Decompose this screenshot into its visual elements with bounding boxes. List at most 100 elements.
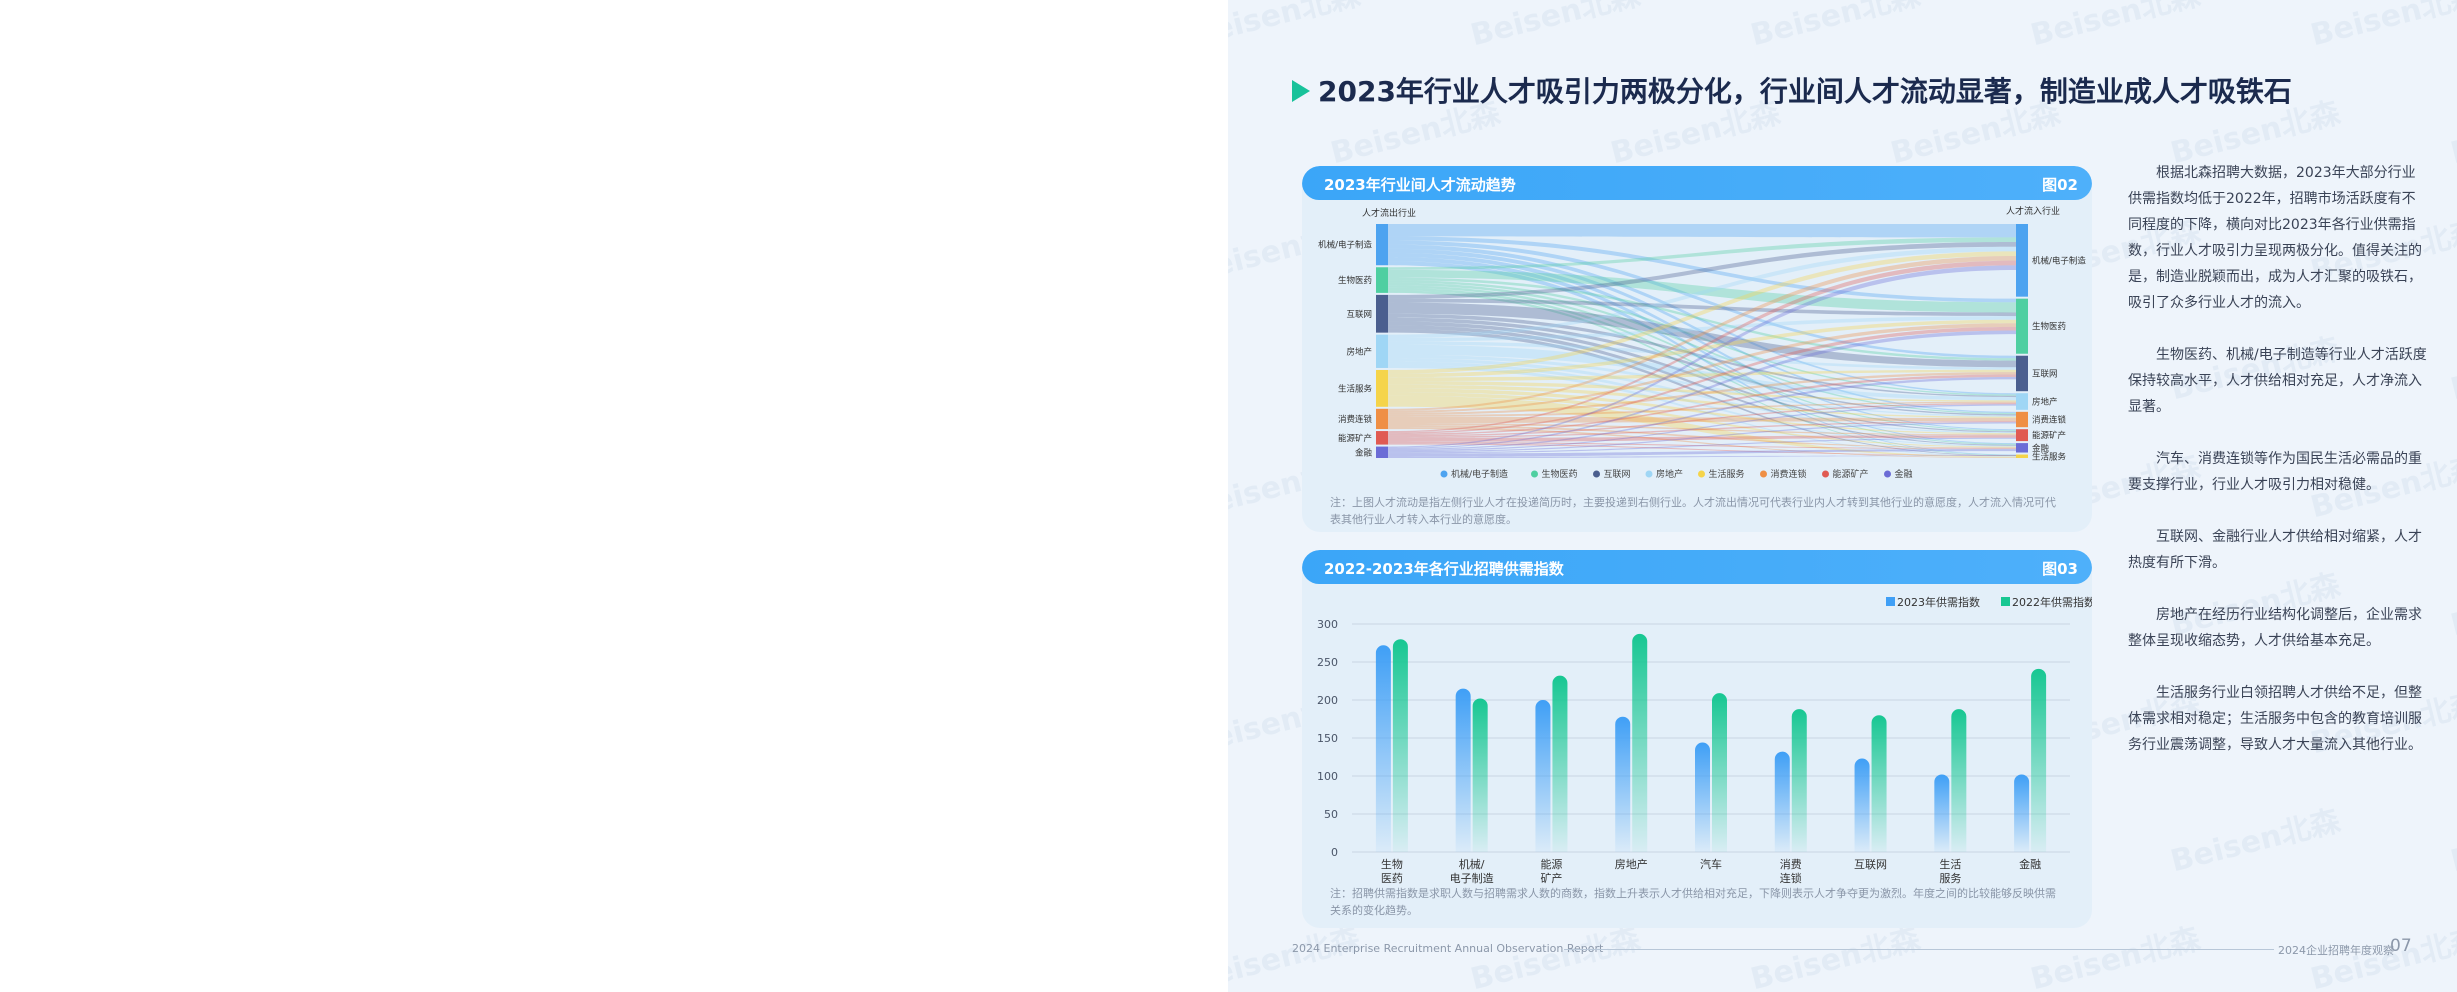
sankey-right-node bbox=[2016, 429, 2028, 442]
bar-2023 bbox=[1854, 758, 1870, 852]
sankey-flow bbox=[1388, 443, 2016, 456]
watermark-text: Beisen北森 bbox=[1747, 0, 1924, 54]
watermark-text: Beisen北森 bbox=[2447, 331, 2457, 408]
footer-report-name: 2024 Enterprise Recruitment Annual Obser… bbox=[1292, 942, 1604, 955]
sankey-flow bbox=[1388, 330, 2016, 449]
bar-2022 bbox=[1791, 709, 1807, 852]
sankey-flow bbox=[1388, 361, 2016, 447]
sankey-flow bbox=[1388, 395, 2016, 458]
page-number: 07 bbox=[2390, 936, 2412, 956]
sankey-legend-label: 生活服务 bbox=[1709, 468, 1745, 480]
sankey-flow bbox=[1388, 257, 2016, 444]
sankey-flow bbox=[1388, 290, 2016, 456]
bar-2023 bbox=[2014, 774, 2030, 852]
sankey-flow bbox=[1388, 416, 2016, 423]
sankey-left-node bbox=[1376, 267, 1388, 293]
sankey-flow bbox=[1388, 237, 2016, 270]
sankey-flow bbox=[1388, 236, 2016, 303]
sankey-left-node bbox=[1376, 294, 1388, 333]
sankey-flow bbox=[1388, 401, 2016, 417]
watermark-text: Beisen北森 bbox=[2167, 803, 2344, 880]
x-tick-label: 连锁 bbox=[1780, 871, 1802, 884]
sankey-flow bbox=[1388, 251, 2016, 374]
bar-chart: 0 50 100 150 200 250 300 生物医药 机械/电子制造 能源矿产 房地产 汽车 消… bbox=[1317, 595, 2092, 884]
sankey-flow bbox=[1388, 240, 2016, 359]
sankey-flow bbox=[1388, 364, 2016, 457]
sankey-flow bbox=[1388, 325, 2016, 446]
sankey-flow bbox=[1388, 384, 2016, 418]
sankey-flow bbox=[1388, 316, 2016, 342]
sankey-flow bbox=[1388, 388, 2016, 435]
sankey-flow bbox=[1388, 404, 2016, 452]
sankey-flow bbox=[1388, 354, 2016, 417]
sankey-flow bbox=[1388, 248, 2016, 414]
sankey-flow bbox=[1388, 282, 2016, 415]
sankey-flow bbox=[1388, 425, 2016, 449]
sankey-right-label: 机械/电子制造 bbox=[2032, 255, 2086, 266]
sankey-flow bbox=[1388, 421, 2016, 438]
x-tick-label: 矿产 bbox=[1540, 871, 1562, 884]
sankey-flow bbox=[1388, 357, 2016, 434]
y-tick-label: 200 bbox=[1317, 694, 1338, 707]
sankey-left-label: 房地产 bbox=[1346, 346, 1372, 357]
sankey-left-label: 机械/电子制造 bbox=[1318, 240, 1372, 251]
sankey-legend-marker bbox=[1760, 470, 1767, 478]
sankey-flow bbox=[1388, 302, 2016, 368]
sankey-left-label: 互联网 bbox=[1346, 310, 1372, 320]
bar-legend-label: 2023年供需指数 bbox=[1897, 595, 1980, 609]
sankey-right-node bbox=[2016, 411, 2028, 428]
sankey-flow bbox=[1388, 369, 2016, 382]
sankey-card-figure-number: 图02 bbox=[2042, 176, 2078, 194]
sankey-flow bbox=[1388, 269, 2016, 313]
sankey-right-node bbox=[2016, 298, 2028, 354]
sankey-legend-marker bbox=[1822, 470, 1829, 478]
x-tick-label: 生物 bbox=[1381, 857, 1403, 871]
sankey-left-label: 生物医药 bbox=[1338, 275, 1372, 286]
sankey-left-node bbox=[1376, 408, 1388, 430]
sankey-left-node bbox=[1376, 431, 1388, 445]
sankey-flow bbox=[1388, 455, 2016, 458]
x-tick-label: 医药 bbox=[1381, 872, 1403, 884]
sankey-flow bbox=[1388, 449, 2016, 457]
watermark-text: Beisen北森 bbox=[2027, 0, 2204, 54]
sankey-right-label: 能源矿产 bbox=[2032, 430, 2066, 441]
sankey-right-header: 人才流入行业 bbox=[2006, 205, 2060, 217]
bar-2023 bbox=[1455, 688, 1471, 852]
sankey-flow bbox=[1388, 285, 2016, 432]
sankey-flow bbox=[1388, 224, 2016, 238]
sankey-flow bbox=[1388, 313, 2016, 398]
sankey-flow bbox=[1388, 323, 2016, 413]
y-tick-label: 300 bbox=[1317, 618, 1338, 631]
sankey-flow bbox=[1388, 402, 2016, 437]
page-headline: 2023年行业人才吸引力两极分化，行业间人才流动显著，制造业成人才吸铁石 bbox=[1318, 75, 2292, 108]
sankey-right-label: 房地产 bbox=[2032, 397, 2058, 408]
watermark-text: Beisen北森 bbox=[2447, 567, 2457, 644]
x-tick-label: 生活 bbox=[1939, 857, 1961, 871]
sankey-legend-label: 房地产 bbox=[1656, 468, 1683, 480]
sankey-right-label: 金融 bbox=[2032, 443, 2050, 454]
bar-2023 bbox=[1934, 774, 1950, 852]
footer-divider bbox=[1564, 949, 2274, 950]
bar-2022 bbox=[1632, 633, 1648, 852]
bar-legend-label: 2022年供需指数 bbox=[2012, 595, 2092, 609]
sankey-left-label: 能源矿产 bbox=[1338, 433, 1372, 444]
bar-2022 bbox=[1712, 693, 1727, 852]
commentary-paragraph: 汽车、消费连锁等作为国民生活必需品的重要支撑行业，行业人才吸引力相对稳健。 bbox=[2128, 451, 2422, 493]
sankey-left-node bbox=[1376, 369, 1388, 407]
sankey-flow bbox=[1388, 242, 2016, 299]
bar-card: 2022-2023年各行业招聘供需指数 图03 0 50 100 150 200 250 3… bbox=[1302, 550, 2092, 928]
sankey-flow bbox=[1388, 277, 2016, 361]
sankey-flow bbox=[1388, 261, 2016, 456]
sankey-right-node bbox=[2016, 355, 2028, 392]
x-tick-label: 房地产 bbox=[1615, 857, 1648, 871]
bar-card-header: 2022-2023年各行业招聘供需指数 图03 bbox=[1302, 550, 2092, 584]
sankey-left-node bbox=[1376, 446, 1388, 458]
sankey-flow bbox=[1388, 319, 2016, 378]
bar-2022 bbox=[1392, 639, 1408, 852]
sankey-legend-marker bbox=[1884, 470, 1891, 478]
x-tick-label: 能源 bbox=[1540, 857, 1562, 871]
bar-card-title: 2022-2023年各行业招聘供需指数 bbox=[1324, 560, 1564, 578]
sankey-legend-marker bbox=[1593, 470, 1600, 478]
sankey-right-label: 消费连锁 bbox=[2032, 415, 2067, 426]
report-page: Beisen北森 Beisen北森 Beisen北森 Beisen北森 Beisen北森… bbox=[1228, 0, 2457, 992]
